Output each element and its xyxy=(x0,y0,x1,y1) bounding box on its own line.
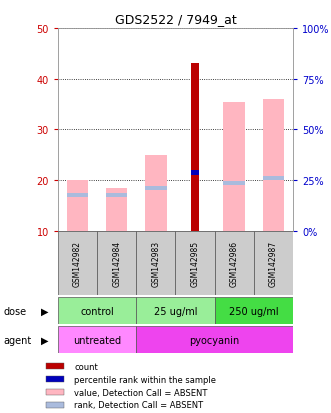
Bar xyxy=(67,194,88,198)
Bar xyxy=(136,326,293,353)
Text: GSM142985: GSM142985 xyxy=(191,240,200,286)
Bar xyxy=(192,64,199,231)
Text: GSM142987: GSM142987 xyxy=(269,240,278,286)
Bar xyxy=(136,297,214,324)
Text: value, Detection Call = ABSENT: value, Detection Call = ABSENT xyxy=(74,388,208,396)
Text: control: control xyxy=(80,306,114,316)
Text: count: count xyxy=(74,362,98,371)
Bar xyxy=(46,376,64,382)
Text: GSM142982: GSM142982 xyxy=(73,240,82,286)
Bar xyxy=(262,176,284,180)
Bar xyxy=(145,186,166,190)
Bar xyxy=(97,231,136,295)
Bar xyxy=(192,171,199,175)
Text: ▶: ▶ xyxy=(41,335,48,345)
Text: 250 ug/ml: 250 ug/ml xyxy=(229,306,279,316)
Bar xyxy=(58,231,97,295)
Bar xyxy=(214,231,254,295)
Bar xyxy=(254,231,293,295)
Text: agent: agent xyxy=(3,335,31,345)
Text: untreated: untreated xyxy=(73,335,121,345)
Bar xyxy=(214,297,293,324)
Text: GSM142983: GSM142983 xyxy=(151,240,160,286)
Title: GDS2522 / 7949_at: GDS2522 / 7949_at xyxy=(115,13,236,26)
Bar xyxy=(58,297,136,324)
Text: pyocyanin: pyocyanin xyxy=(189,335,240,345)
Text: ▶: ▶ xyxy=(41,306,48,316)
Bar xyxy=(106,194,127,198)
Bar xyxy=(46,402,64,408)
Bar xyxy=(136,231,175,295)
Bar xyxy=(67,180,88,231)
Bar xyxy=(46,363,64,369)
Text: 25 ug/ml: 25 ug/ml xyxy=(154,306,197,316)
Text: GSM142986: GSM142986 xyxy=(230,240,239,286)
Bar xyxy=(175,231,214,295)
Text: percentile rank within the sample: percentile rank within the sample xyxy=(74,375,216,384)
Bar xyxy=(106,188,127,231)
Bar xyxy=(262,100,284,231)
Bar xyxy=(46,389,64,395)
Text: GSM142984: GSM142984 xyxy=(112,240,121,286)
Bar xyxy=(223,102,245,231)
Text: rank, Detection Call = ABSENT: rank, Detection Call = ABSENT xyxy=(74,401,203,409)
Bar xyxy=(58,326,136,353)
Bar xyxy=(145,155,166,231)
Bar xyxy=(223,181,245,185)
Text: dose: dose xyxy=(3,306,26,316)
